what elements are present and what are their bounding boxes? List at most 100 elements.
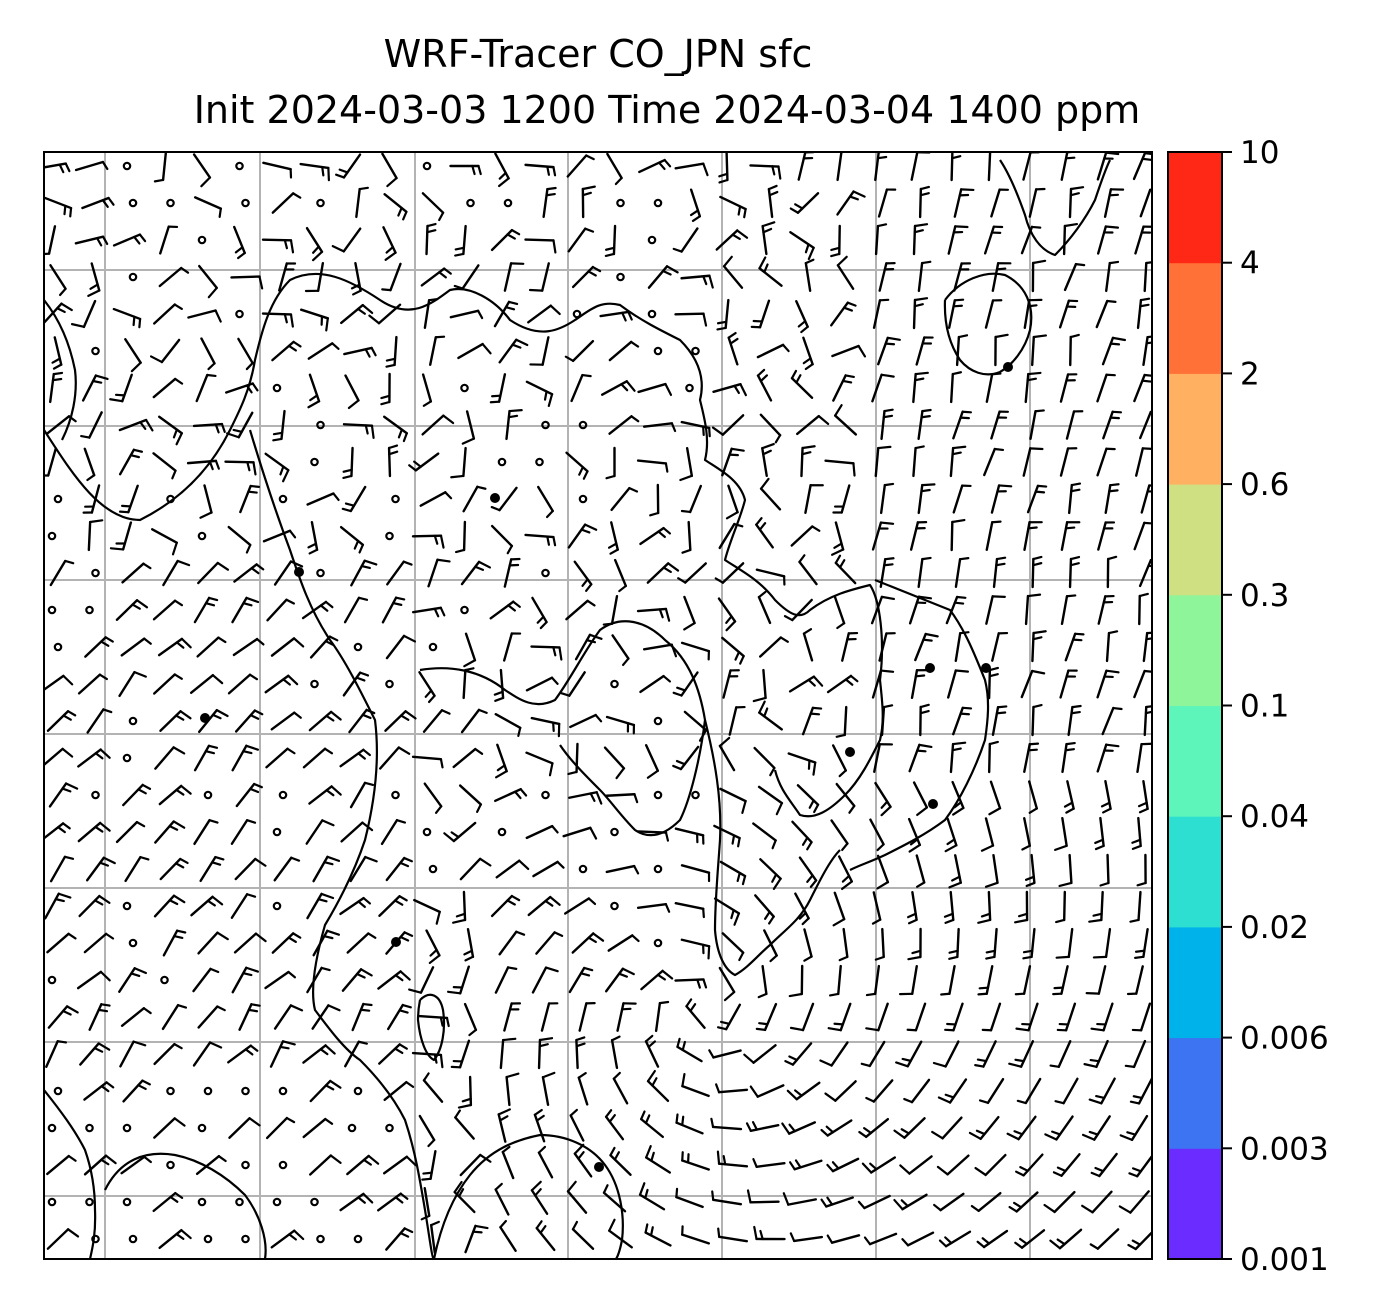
wind-barb-flag (250, 1003, 261, 1007)
wind-barb-shaft (342, 671, 362, 697)
wind-barb-flag (661, 969, 674, 980)
wind-barb-shaft (418, 671, 436, 697)
wind-barb-shaft (88, 1003, 103, 1031)
wind-barb-flag (358, 186, 369, 191)
wind-barb-flag (759, 374, 769, 383)
wind-barb-shaft (675, 1195, 704, 1209)
wind-barb-flag (281, 1040, 296, 1046)
calm-wind-circle (385, 531, 394, 541)
wind-barb-flag (214, 309, 222, 323)
wind-barb-flag (758, 256, 767, 270)
wind-barb-flag (789, 207, 800, 214)
wind-barb-shaft (262, 161, 292, 171)
wind-barb-flag (357, 1196, 366, 1204)
wind-barb-shaft (224, 460, 255, 464)
wind-barb-shaft (990, 484, 1001, 514)
calm-wind-circle (166, 1160, 175, 1170)
wind-barb-shaft (1059, 669, 1070, 699)
wind-barb-flag (615, 767, 626, 780)
wind-barb-shaft (717, 1235, 749, 1243)
wind-barb-flag (552, 535, 557, 547)
wind-barb-flag (293, 1229, 305, 1241)
wind-barb-flag (1134, 955, 1145, 959)
wind-barb-shaft (992, 557, 999, 589)
wind-barb-shaft (602, 1191, 627, 1213)
wind-barb-shaft (566, 154, 588, 178)
wind-barb-flag (359, 1008, 371, 1012)
wind-barb-shaft (681, 1233, 710, 1245)
wind-barb-flag (358, 543, 364, 554)
wind-barb-shaft (121, 562, 145, 584)
wind-barb-shaft (989, 780, 1002, 810)
wind-barb-shaft (830, 819, 849, 845)
wind-barb-shaft (835, 782, 856, 808)
wind-barb-flag (838, 559, 846, 569)
colorbar-tick-label: 2 (1240, 356, 1260, 392)
wind-barb-flag (737, 836, 741, 848)
wind-barb-shaft (460, 708, 481, 734)
wind-barb-flag (717, 1227, 721, 1238)
wind-barb-flag (832, 918, 846, 927)
wind-barb-flag (1139, 303, 1150, 308)
wind-barb-shaft (685, 1005, 706, 1029)
wind-barb-flag (63, 204, 67, 216)
wind-barb-flag (61, 822, 71, 830)
wind-barb-flag (176, 1004, 188, 1009)
wind-barb-flag (317, 898, 328, 903)
wind-barb-flag (826, 1163, 835, 1173)
wind-barb-shaft (604, 967, 625, 993)
wind-barb-flag (857, 1200, 866, 1210)
wind-barb-flag (645, 1145, 652, 1159)
wind-barb-shaft (836, 152, 843, 182)
wind-barb-flag (876, 155, 888, 160)
wind-barb-flag (860, 1062, 871, 1068)
wind-barb-shaft (727, 336, 739, 366)
wind-barb-flag (1022, 955, 1033, 960)
wind-barb-shaft (912, 298, 917, 330)
wind-barb-shaft (985, 521, 994, 551)
wind-barb-shaft (724, 1003, 742, 1031)
wind-barb-flag (550, 676, 559, 685)
wind-barb-shaft (983, 447, 996, 477)
wind-barb-shaft (713, 897, 741, 915)
calm-wind-circle (122, 901, 132, 911)
wind-barb-flag (102, 708, 113, 714)
wind-barb-flag (394, 974, 404, 982)
wind-barb-flag (341, 507, 352, 513)
wind-barb-flag (1074, 632, 1085, 636)
wind-barb-flag (743, 1053, 755, 1064)
wind-barb-flag (997, 484, 1013, 488)
wind-barb-shaft (497, 373, 507, 403)
wind-barb-flag (916, 881, 926, 888)
wind-barb-shaft (1097, 595, 1107, 625)
wind-barb-shaft (118, 448, 136, 476)
wind-barb-flag (1049, 1239, 1062, 1250)
calm-wind-circle (203, 1086, 213, 1096)
wind-barb-flag (679, 474, 693, 482)
wind-barb-shaft (422, 1079, 444, 1103)
wind-barb-shaft (752, 1044, 777, 1064)
wind-barb-flag (1131, 838, 1142, 844)
wind-barb-flag (388, 450, 399, 456)
wind-barb-flag (1025, 881, 1036, 888)
wind-barb-flag (1017, 912, 1029, 918)
wind-barb-flag (1139, 297, 1151, 302)
wind-barb-flag (477, 708, 488, 715)
wind-barb-shaft (192, 967, 212, 993)
wind-barb-flag (477, 164, 482, 176)
wind-barb-shaft (1096, 447, 1108, 477)
wind-barb-shaft (1063, 262, 1078, 292)
wind-barb-flag (331, 342, 340, 350)
wind-barb-flag (320, 892, 335, 900)
wind-barb-shaft (1140, 484, 1151, 514)
wind-barb-flag (833, 1022, 844, 1026)
wind-barb-flag (558, 646, 563, 661)
wind-barb-shaft (120, 637, 146, 657)
wind-barb-flag (175, 788, 185, 796)
wind-barb-flag (951, 747, 962, 752)
wind-barb-shaft (342, 153, 362, 179)
wind-barb-flag (549, 895, 561, 906)
calm-wind-circle (503, 198, 513, 208)
wind-barb-flag (702, 907, 705, 919)
wind-barb-shaft (956, 927, 960, 959)
